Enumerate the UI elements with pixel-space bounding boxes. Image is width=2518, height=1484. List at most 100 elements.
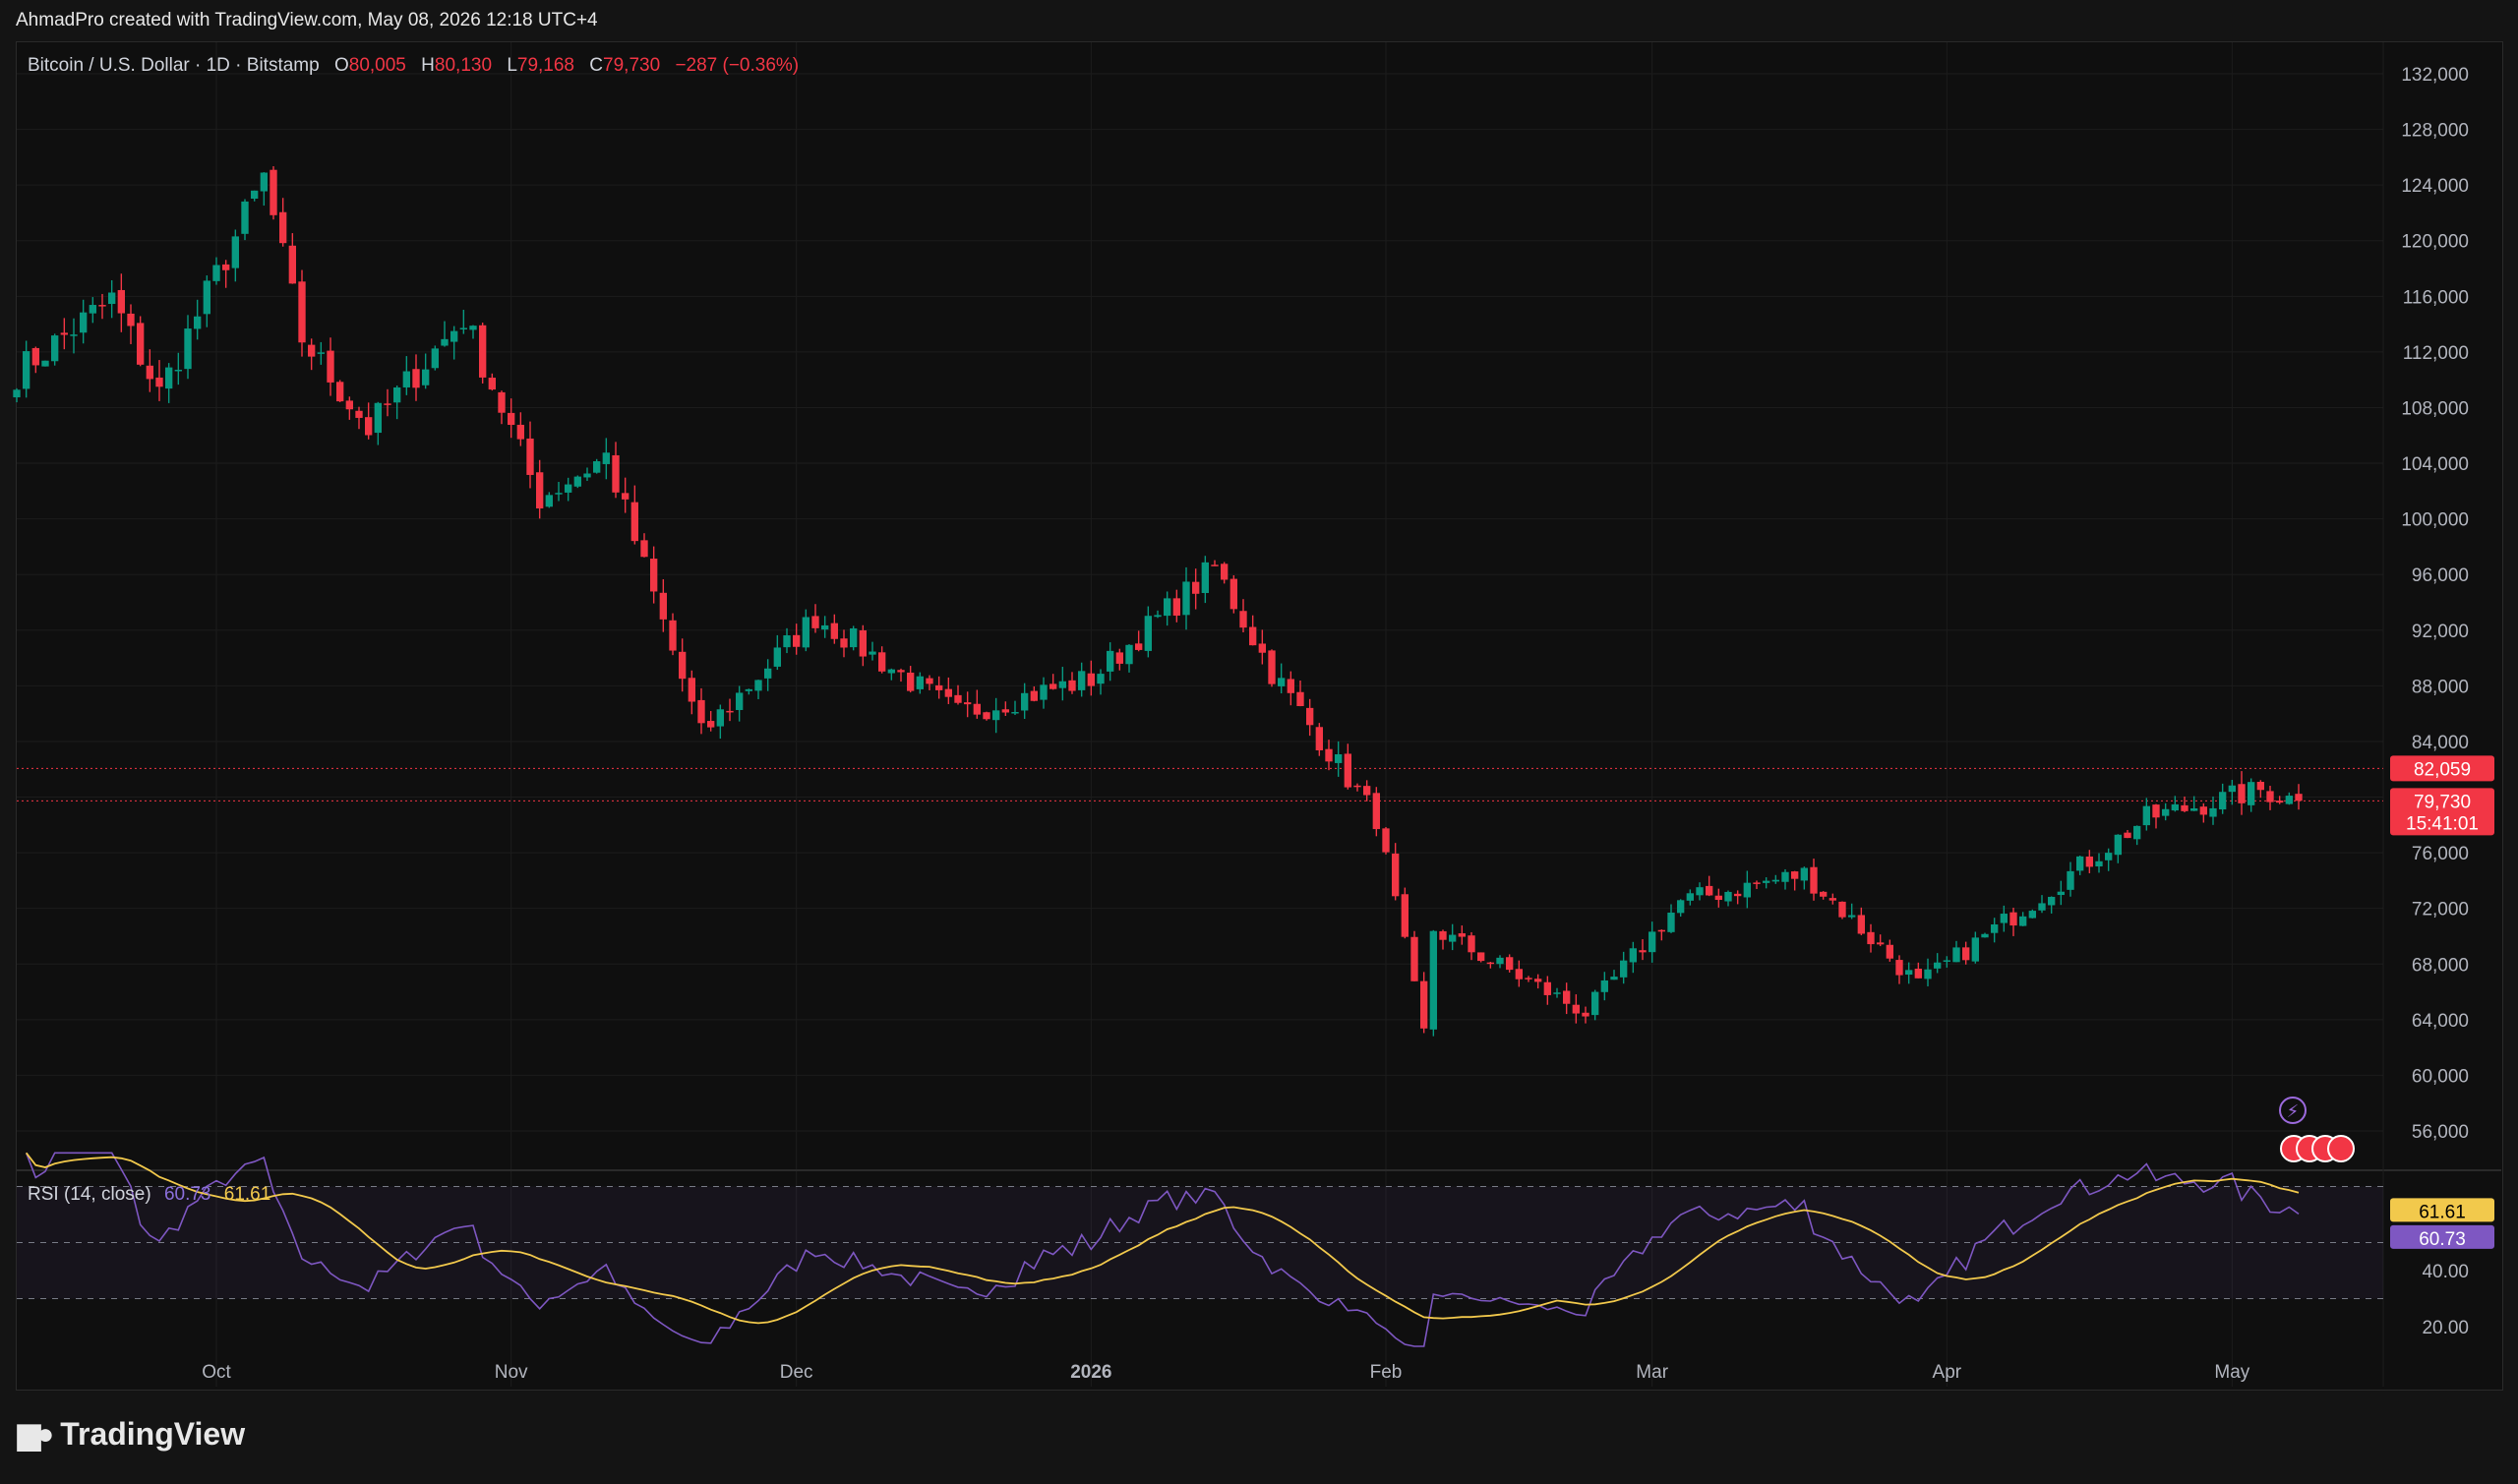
candle-body: [1639, 950, 1647, 953]
candle-body: [2152, 804, 2160, 818]
candle-body: [735, 692, 744, 710]
candle-body: [2124, 832, 2131, 839]
tradingview-logo[interactable]: ▆● TradingView: [18, 1416, 245, 1453]
candle-body: [1419, 980, 1428, 1029]
candle-body: [1981, 933, 1989, 938]
candle-body: [2285, 796, 2294, 804]
price-axis: 132,000 128,000 124,000 120,000 116,000 112,0…: [2401, 65, 2469, 1338]
candle-body: [488, 378, 497, 390]
candle-body: [612, 454, 620, 493]
candle-body: [2199, 806, 2208, 815]
candle-body: [1771, 879, 1780, 882]
candle-body: [203, 280, 211, 315]
price-tick-label: 68,000: [2412, 955, 2469, 976]
candle-body: [1439, 930, 1447, 940]
time-axis: Oct Nov Dec 2026 Feb Mar Apr May: [202, 1362, 2250, 1383]
candle-body: [926, 678, 933, 684]
credit-line: AhmadPro created with TradingView.com, M…: [16, 10, 598, 30]
candle-body: [117, 289, 126, 314]
rsi-tag: 60.73: [2390, 1224, 2494, 1250]
candle-body: [1144, 616, 1153, 651]
candle-body: [1220, 564, 1229, 580]
price-tick-label: 56,000: [2412, 1122, 2469, 1143]
grid: [17, 42, 2501, 1387]
level-price-tag-bg: [2390, 755, 2494, 782]
candle-body: [335, 382, 344, 402]
candle-body: [1610, 977, 1618, 980]
candle-body: [1325, 748, 1333, 762]
candle-body: [592, 461, 601, 473]
candle-body: [1077, 671, 1086, 690]
candle-body: [1182, 581, 1190, 616]
candle-body: [127, 313, 135, 326]
candle-body: [1277, 678, 1286, 686]
candle-body: [1097, 674, 1105, 684]
lightning-glyph: ⚡: [2287, 1101, 2300, 1122]
candle-body: [307, 344, 316, 357]
candle-body: [2266, 791, 2274, 802]
rsi-tick-label: 20.00: [2422, 1318, 2469, 1338]
price-tick-label: 112,000: [2403, 343, 2469, 364]
candle-body: [754, 680, 762, 691]
candle-body: [441, 338, 449, 346]
candle-body: [1648, 931, 1656, 953]
level-price-tag-text: 82,059: [2414, 759, 2471, 780]
last-price-tag-text: 79,730: [2414, 792, 2471, 812]
candle-body: [973, 703, 982, 715]
time-tick-label: Oct: [202, 1362, 231, 1383]
candle-body: [1943, 960, 1951, 962]
candle-body: [1696, 887, 1704, 896]
candle-body: [250, 190, 259, 199]
candle-body: [2238, 784, 2246, 803]
candle-body: [649, 559, 658, 592]
chart-frame[interactable]: [16, 41, 2503, 1391]
candle-body: [573, 476, 582, 487]
rsi-legend[interactable]: RSI (14, close) 60.73 61.61: [28, 1184, 270, 1206]
candle-body: [1134, 643, 1143, 650]
candle-body: [1686, 893, 1695, 901]
candle-body: [1838, 901, 1846, 918]
candle-body: [2000, 914, 2008, 923]
time-tick-label: May: [2214, 1362, 2249, 1383]
candles: [13, 166, 2303, 1037]
candle-body: [431, 348, 440, 369]
tv-logo-icon: ▆●: [18, 1418, 54, 1451]
candle-body: [726, 710, 734, 713]
candle-body: [2228, 785, 2237, 793]
candle-body: [934, 684, 943, 690]
close-label: C: [589, 55, 604, 76]
candle-body: [1401, 894, 1409, 937]
price-tick-label: 60,000: [2412, 1066, 2469, 1087]
candle-body: [2256, 781, 2265, 791]
candle-body: [906, 672, 915, 691]
price-lines: [17, 767, 2383, 801]
candle-body: [1172, 598, 1181, 616]
candle-body: [2181, 804, 2188, 811]
candle-body: [1040, 684, 1048, 700]
price-tick-label: 120,000: [2401, 232, 2469, 253]
candle-body: [1315, 727, 1324, 750]
candle-body: [478, 325, 487, 378]
candle-body: [1629, 948, 1638, 963]
candle-body: [1011, 712, 1019, 714]
candle-body: [630, 502, 639, 542]
candle-body: [640, 540, 648, 558]
symbol-legend[interactable]: Bitcoin / U.S. Dollar · 1D · Bitstamp O8…: [28, 55, 799, 77]
us-flag-icon: [2327, 1135, 2355, 1162]
candle-body: [2057, 891, 2066, 896]
candle-body: [327, 350, 334, 383]
time-tick-label: Nov: [495, 1362, 528, 1383]
open-value: 80,005: [348, 55, 406, 76]
price-tick-label: 132,000: [2401, 65, 2469, 86]
candle-body: [2009, 912, 2017, 926]
candle-body: [1429, 930, 1438, 1030]
candle-body: [50, 335, 59, 362]
candle-body: [2295, 794, 2303, 801]
candle-body: [2171, 803, 2180, 811]
chart-canvas[interactable]: 132,000 128,000 124,000 120,000 116,000 112,0…: [0, 0, 2518, 1396]
candle-body: [1572, 1004, 1581, 1014]
candle-body: [830, 623, 839, 639]
candle-body: [345, 400, 354, 410]
candle-body: [98, 305, 106, 307]
